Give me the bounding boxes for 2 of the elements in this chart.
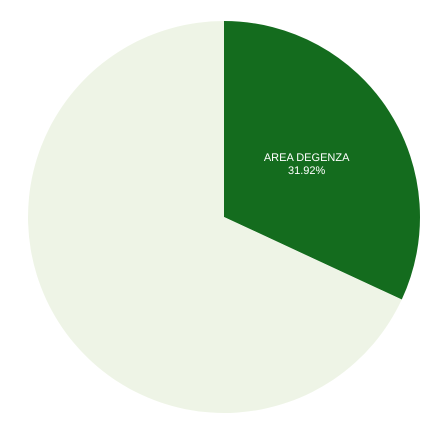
slice-label: AREA DEGENZA [264,152,350,164]
data-label: 31.92% [288,164,326,177]
